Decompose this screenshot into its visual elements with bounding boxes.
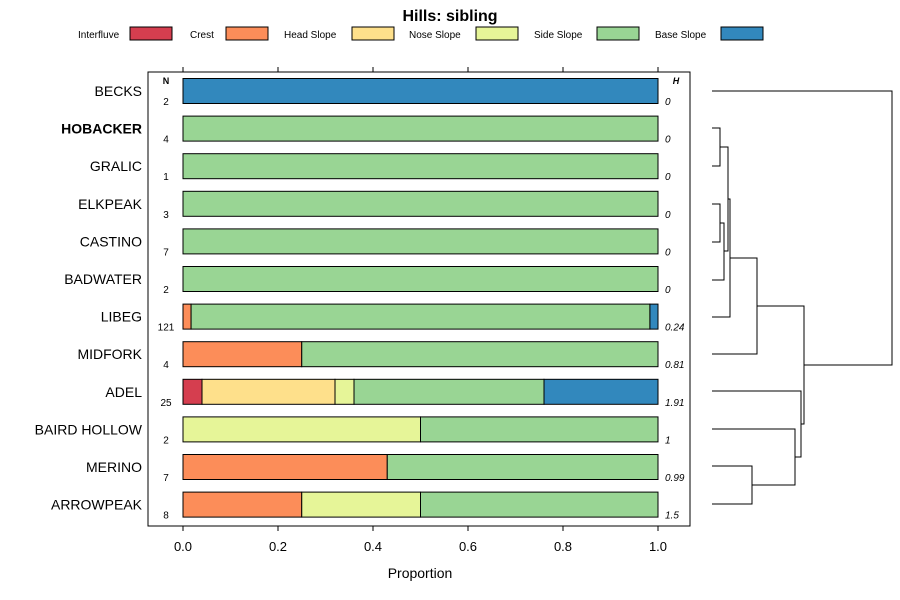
x-tick-label: 0.0 bbox=[174, 539, 192, 554]
bar-segment-baird-hollow-nose-slope bbox=[182, 416, 421, 443]
legend-label-side-slope: Side Slope bbox=[534, 30, 583, 41]
bar-segment-baird-hollow-side-slope bbox=[420, 416, 659, 443]
row-label-elkpeak: ELKPEAK bbox=[78, 196, 142, 212]
bar-segment-becks-base-slope bbox=[182, 78, 659, 104]
dendro-link bbox=[712, 257, 758, 355]
x-tick-label: 0.6 bbox=[459, 539, 477, 554]
n-value: 2 bbox=[163, 97, 169, 108]
row-label-gralic: GRALIC bbox=[90, 158, 142, 174]
row-label-baird-hollow: BAIRD HOLLOW bbox=[35, 421, 143, 437]
bar-segment-libeg-crest bbox=[182, 303, 192, 330]
bar-segment-gralic-side-slope bbox=[182, 153, 659, 180]
h-value: 0 bbox=[665, 285, 671, 296]
h-header: H bbox=[673, 76, 680, 86]
dendro-link bbox=[712, 90, 893, 366]
h-value: 0 bbox=[665, 210, 671, 221]
legend-swatch-head-slope bbox=[351, 26, 395, 41]
n-header: N bbox=[163, 76, 170, 86]
bar-segment-libeg-side-slope bbox=[190, 303, 651, 330]
row-label-midfork: MIDFORK bbox=[77, 346, 142, 362]
n-value: 4 bbox=[163, 360, 169, 371]
bar-segment-arrowpeak-side-slope bbox=[420, 491, 659, 518]
bar-segment-arrowpeak-crest bbox=[182, 491, 303, 518]
dendrogram bbox=[712, 90, 893, 505]
row-label-badwater: BADWATER bbox=[64, 271, 142, 287]
x-tick-label: 0.4 bbox=[364, 539, 382, 554]
bar-segment-midfork-side-slope bbox=[301, 341, 659, 368]
legend: Interfluve Crest Head Slope Nose Slope Side … bbox=[78, 26, 764, 41]
dendro-link bbox=[712, 428, 796, 486]
dendro-link bbox=[712, 222, 725, 281]
legend-swatch-crest bbox=[225, 26, 269, 41]
h-value: 1 bbox=[665, 435, 671, 446]
h-value: 0.99 bbox=[665, 473, 685, 484]
legend-label-interfluve: Interfluve bbox=[78, 30, 120, 41]
row-label-libeg: LIBEG bbox=[101, 309, 142, 325]
bar-segment-badwater-side-slope bbox=[182, 266, 659, 292]
dendro-link bbox=[712, 198, 731, 318]
n-value: 3 bbox=[163, 210, 169, 221]
bar-segment-libeg-base-slope bbox=[649, 303, 659, 330]
bar-segment-merino-side-slope bbox=[386, 454, 659, 480]
dendro-link bbox=[712, 203, 721, 243]
h-value: 0.24 bbox=[665, 323, 685, 334]
x-axis-title: Proportion bbox=[388, 565, 453, 581]
bar-segment-adel-interfluve bbox=[182, 378, 203, 405]
dendro-link bbox=[712, 127, 721, 167]
bars-group: BECKS 2 0 HOBACKER 4 0 GRALIC 1 0 ELKPEAK 3 0 CASTIN… bbox=[35, 78, 685, 522]
row-label-castino: CASTINO bbox=[80, 233, 142, 249]
bar-segment-adel-side-slope bbox=[353, 378, 545, 405]
h-value: 0.81 bbox=[665, 360, 684, 371]
row-label-merino: MERINO bbox=[86, 459, 142, 475]
bar-segment-midfork-crest bbox=[182, 341, 303, 368]
dendro-link bbox=[712, 465, 753, 505]
legend-label-head-slope: Head Slope bbox=[284, 30, 337, 41]
x-axis: 0.0 0.2 0.4 0.6 0.8 1.0 bbox=[174, 67, 667, 554]
bar-segment-hobacker-side-slope bbox=[182, 115, 659, 142]
plot-frame bbox=[147, 71, 691, 527]
row-label-arrowpeak: ARROWPEAK bbox=[51, 497, 143, 513]
n-value: 2 bbox=[163, 285, 169, 296]
n-value: 8 bbox=[163, 511, 169, 522]
bar-segment-arrowpeak-nose-slope bbox=[301, 491, 421, 518]
h-value: 0 bbox=[665, 97, 671, 108]
bar-segment-adel-head-slope bbox=[201, 378, 336, 405]
h-value: 1.91 bbox=[665, 398, 684, 409]
n-value: 7 bbox=[163, 473, 169, 484]
legend-swatch-base-slope bbox=[720, 26, 764, 41]
legend-swatch-interfluve bbox=[129, 26, 173, 41]
x-tick-label: 0.2 bbox=[269, 539, 287, 554]
dendro-link bbox=[712, 390, 802, 458]
legend-label-base-slope: Base Slope bbox=[655, 30, 707, 41]
row-label-adel: ADEL bbox=[105, 384, 142, 400]
bar-segment-adel-nose-slope bbox=[334, 378, 355, 405]
chart-title: Hills: sibling bbox=[402, 8, 497, 25]
n-value: 4 bbox=[163, 135, 169, 146]
row-label-hobacker: HOBACKER bbox=[61, 121, 142, 137]
dendro-link bbox=[757, 305, 805, 425]
n-value: 121 bbox=[158, 323, 175, 334]
n-value: 2 bbox=[163, 435, 169, 446]
n-value: 7 bbox=[163, 247, 169, 258]
bar-segment-elkpeak-side-slope bbox=[182, 190, 659, 217]
bar-segment-merino-crest bbox=[182, 454, 388, 480]
bar-segment-castino-side-slope bbox=[182, 228, 659, 255]
legend-label-crest: Crest bbox=[190, 30, 214, 41]
x-tick-label: 0.8 bbox=[554, 539, 572, 554]
h-value: 0 bbox=[665, 247, 671, 258]
legend-swatch-nose-slope bbox=[475, 26, 519, 41]
x-tick-label: 1.0 bbox=[649, 539, 667, 554]
h-value: 0 bbox=[665, 172, 671, 183]
legend-swatch-side-slope bbox=[596, 26, 640, 41]
n-value: 1 bbox=[163, 172, 169, 183]
h-value: 1.5 bbox=[665, 511, 679, 522]
h-value: 0 bbox=[665, 135, 671, 146]
legend-label-nose-slope: Nose Slope bbox=[409, 30, 461, 41]
n-value: 25 bbox=[160, 398, 172, 409]
bar-segment-adel-base-slope bbox=[543, 378, 659, 405]
row-label-becks: BECKS bbox=[95, 83, 142, 99]
